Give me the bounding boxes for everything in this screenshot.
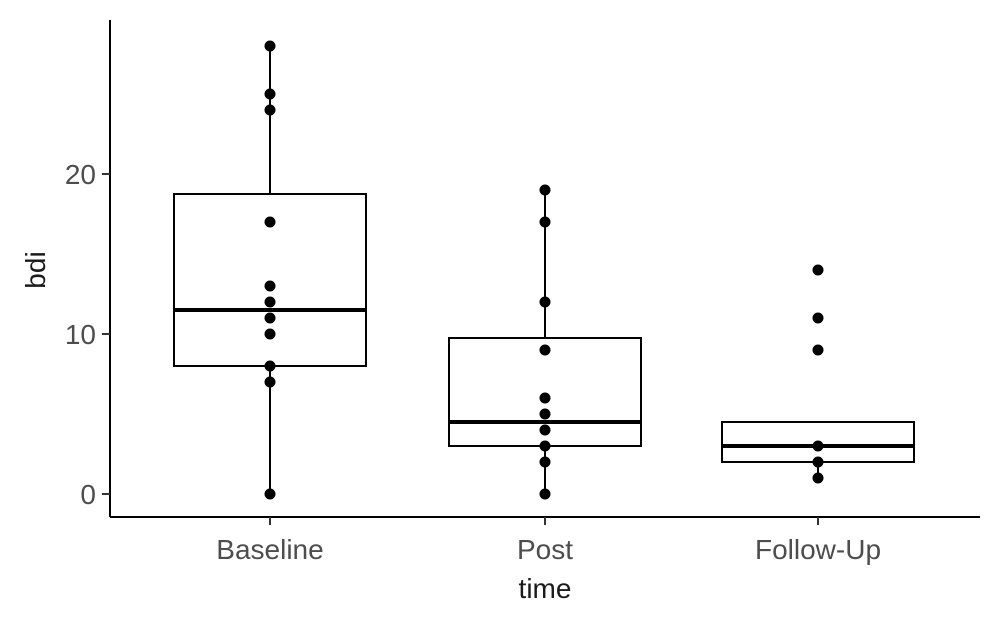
x-tick-label-follow-up: Follow-Up <box>755 534 881 565</box>
y-axis-title: bdi <box>20 251 51 288</box>
point-baseline-1 <box>264 88 276 100</box>
point-baseline-3 <box>264 216 276 228</box>
ticks-layer: 0 10 20 Baseline Post Follow-Up <box>65 159 881 565</box>
point-post-1 <box>539 216 551 228</box>
x-tick-label-baseline: Baseline <box>216 534 323 565</box>
point-post-9 <box>539 488 551 500</box>
y-tick-label-0: 0 <box>80 479 96 510</box>
point-follow-up-0 <box>812 264 824 276</box>
point-follow-up-2 <box>812 344 824 356</box>
point-post-3 <box>539 344 551 356</box>
points-layer <box>264 40 824 500</box>
point-post-5 <box>539 408 551 420</box>
point-post-2 <box>539 296 551 308</box>
point-post-0 <box>539 184 551 196</box>
point-post-4 <box>539 392 551 404</box>
point-post-8 <box>539 456 551 468</box>
point-baseline-4 <box>264 280 276 292</box>
point-baseline-0 <box>264 40 276 52</box>
x-tick-label-post: Post <box>517 534 573 565</box>
point-follow-up-1 <box>812 312 824 324</box>
point-follow-up-4 <box>812 456 824 468</box>
point-baseline-5 <box>264 296 276 308</box>
x-axis-title: time <box>519 573 572 604</box>
point-follow-up-5 <box>812 472 824 484</box>
y-tick-label-2: 20 <box>65 159 96 190</box>
point-baseline-9 <box>264 376 276 388</box>
point-baseline-7 <box>264 328 276 340</box>
point-follow-up-3 <box>812 440 824 452</box>
point-post-6 <box>539 424 551 436</box>
point-baseline-2 <box>264 104 276 116</box>
point-baseline-10 <box>264 488 276 500</box>
point-baseline-6 <box>264 312 276 324</box>
point-post-7 <box>539 440 551 452</box>
point-baseline-8 <box>264 360 276 372</box>
y-tick-label-1: 10 <box>65 319 96 350</box>
